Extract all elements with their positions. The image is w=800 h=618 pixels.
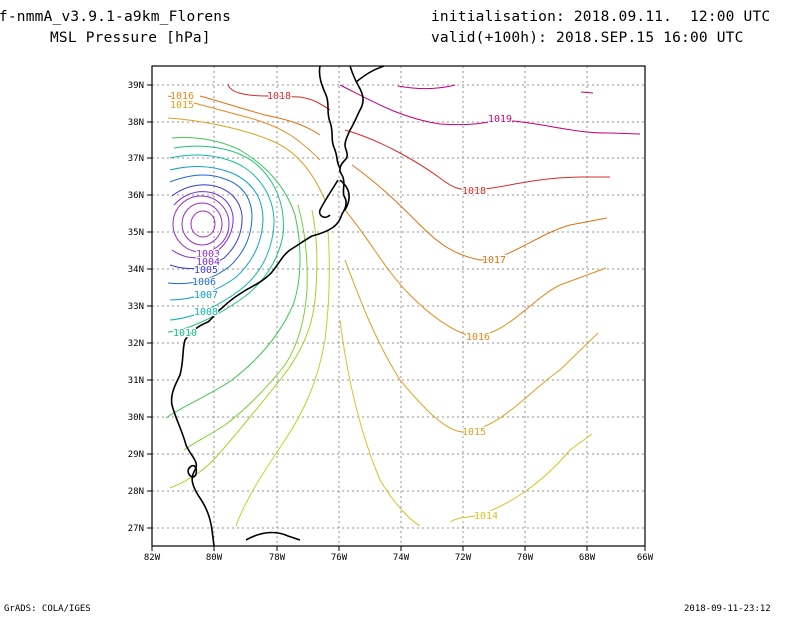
y-tick-label: 38N xyxy=(128,118,144,128)
contour-label: 1017 xyxy=(482,255,506,266)
contour-label: 1008 xyxy=(194,307,218,318)
isobar-1010 xyxy=(165,137,301,419)
contour-label: 1003 xyxy=(196,249,220,260)
init-time: initialisation: 2018.09.11. 12:00 UTC xyxy=(431,9,771,25)
y-tick-label: 35N xyxy=(128,228,144,238)
isobar-1007 xyxy=(169,166,264,301)
isobar-1016 xyxy=(344,209,607,337)
chesapeake-bay xyxy=(318,65,341,169)
contour-label: 1010 xyxy=(173,328,197,339)
isobar-1019-top xyxy=(397,84,456,89)
isobar-1014-b xyxy=(449,433,593,523)
y-tick-label: 29N xyxy=(128,450,144,460)
isobar-1018-top xyxy=(227,83,331,111)
contour-label: 1018 xyxy=(267,91,291,102)
contour-label: 1014 xyxy=(474,511,498,522)
x-tick-label: 76W xyxy=(331,553,348,563)
x-tick-label: 72W xyxy=(455,553,472,563)
x-tick-label: 70W xyxy=(517,553,534,563)
isobar-1014 xyxy=(339,319,421,527)
contour-label: 1016 xyxy=(466,332,490,343)
isobar-1008 xyxy=(169,154,275,321)
valid-time: valid(+100h): 2018.SEP.15 16:00 UTC xyxy=(431,30,744,46)
isobar-1006 xyxy=(167,174,253,285)
coastline xyxy=(170,65,385,547)
contour-label: 1006 xyxy=(192,277,216,288)
bahamas-edge xyxy=(245,531,301,541)
isobar-1015-left xyxy=(167,117,326,201)
y-tick-label: 34N xyxy=(128,265,144,275)
y-tick-label: 36N xyxy=(128,191,144,201)
isobar-1012 xyxy=(169,209,318,489)
isobar-1009 xyxy=(167,145,284,333)
y-tick-label: 28N xyxy=(128,487,144,497)
isobar-1002 xyxy=(181,202,223,246)
isobar-1019-small xyxy=(580,91,594,94)
footer-timestamp: 2018-09-11-23:12 xyxy=(684,604,771,614)
isobar-1018 xyxy=(344,129,610,191)
x-tick-label: 66W xyxy=(637,553,654,563)
pamlico-sound xyxy=(318,179,339,218)
footer-credit: GrADS: COLA/IGES xyxy=(4,604,91,614)
isobar-1015 xyxy=(344,259,599,433)
isobars xyxy=(165,83,641,527)
x-tick-label: 78W xyxy=(269,553,286,563)
isobar-1017 xyxy=(351,164,608,261)
y-tick-label: 37N xyxy=(128,154,144,164)
contour-label: 1004 xyxy=(196,257,220,268)
x-tick-label: 68W xyxy=(579,553,596,563)
isobar-1005 xyxy=(169,184,243,269)
contour-label: 1015 xyxy=(462,427,486,438)
contour-labels: 1019101810181017101610161015101510141003… xyxy=(169,90,514,524)
y-tick-label: 32N xyxy=(128,339,144,349)
isobar-1003 xyxy=(172,195,230,253)
contour-label: 1007 xyxy=(194,290,218,301)
y-axis: 39N 38N 37N 36N 35N 34N 33N 32N 31N 30N 29N 28N 27N xyxy=(128,81,152,534)
x-tick-label: 82W xyxy=(144,553,161,563)
model-title: rf-nmmA_v3.9.1-a9km_Florens xyxy=(0,9,232,25)
contour-label: 1018 xyxy=(462,186,486,197)
isobar-1019 xyxy=(339,84,641,135)
isobar-1011 xyxy=(183,204,308,451)
graticule xyxy=(152,66,645,546)
lake-okeechobee xyxy=(187,464,198,478)
contour-label: 1016 xyxy=(170,91,194,102)
variable-title: MSL Pressure [hPa] xyxy=(50,30,211,46)
x-tick-label: 74W xyxy=(393,553,410,563)
y-tick-label: 31N xyxy=(128,376,144,386)
isobar-1001 xyxy=(190,210,216,238)
x-axis: 82W 80W 78W 76W 74W 72W 70W 68W 66W xyxy=(144,546,654,563)
delaware-bay xyxy=(355,65,385,83)
y-tick-label: 30N xyxy=(128,413,144,423)
isobar-1017-top xyxy=(199,95,321,136)
cape-hatteras xyxy=(339,179,350,211)
us-east-coast xyxy=(170,65,364,547)
y-tick-label: 33N xyxy=(128,302,144,312)
contour-label: 1015 xyxy=(170,100,194,111)
y-tick-label: 39N xyxy=(128,81,144,91)
isobar-1016-top xyxy=(167,95,321,161)
isobar-1004 xyxy=(171,191,234,259)
y-tick-label: 27N xyxy=(128,524,144,534)
isobar-1013 xyxy=(235,229,330,527)
contour-label: 1019 xyxy=(488,114,512,125)
x-tick-label: 80W xyxy=(206,553,223,563)
contour-label: 1005 xyxy=(194,265,218,276)
